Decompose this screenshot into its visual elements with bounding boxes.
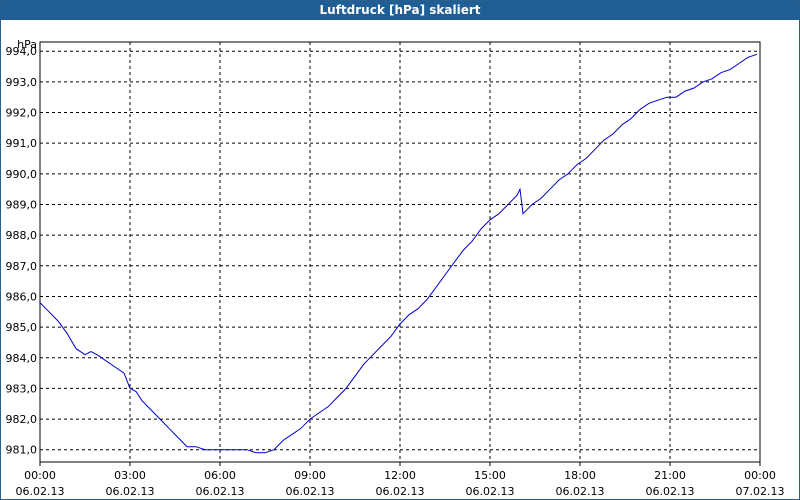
x-tick-time: 00:00 [744,469,776,482]
x-tick-date: 06.02.13 [286,485,335,498]
x-tick-time: 00:00 [24,469,56,482]
y-tick-label: 990,0 [6,168,38,181]
y-tick-label: 984,0 [6,352,38,365]
y-tick-label: 989,0 [6,198,38,211]
x-tick-time: 12:00 [384,469,416,482]
y-tick-label: 988,0 [6,229,38,242]
series-line [39,53,758,454]
axes: 00:00 06.02.13 03:00 06.02.13 06:00 06.02.13 0… [6,45,785,498]
x-tick-time: 21:00 [654,469,686,482]
x-tick-date: 06.02.13 [16,485,65,498]
y-tick-label: 986,0 [6,290,38,303]
y-tick-label: 991,0 [6,137,38,150]
grid [40,42,760,462]
y-tick-label: 992,0 [6,107,38,120]
y-axis-label: hPa [17,38,37,51]
x-tick-time: 03:00 [114,469,146,482]
y-tick-label: 985,0 [6,321,38,334]
x-tick-time: 18:00 [564,469,596,482]
x-tick-date: 06.02.13 [196,485,245,498]
y-tick-label: 994,0 [6,45,38,58]
x-tick-date: 07.02.13 [736,485,785,498]
x-tick-date: 06.02.13 [646,485,695,498]
x-tick-date: 06.02.13 [466,485,515,498]
y-tick-label: 982,0 [6,413,38,426]
x-tick-time: 15:00 [474,469,506,482]
x-tick-date: 06.02.13 [106,485,155,498]
x-tick-date: 06.02.13 [556,485,605,498]
chart-title: Luftdruck [hPa] skaliert [1,1,799,20]
y-tick-label: 993,0 [6,76,38,89]
x-tick-date: 06.02.13 [376,485,425,498]
x-tick-time: 06:00 [204,469,236,482]
y-tick-label: 981,0 [6,444,38,457]
y-tick-label: 987,0 [6,260,38,273]
y-tick-label: 983,0 [6,382,38,395]
x-tick-time: 09:00 [294,469,326,482]
